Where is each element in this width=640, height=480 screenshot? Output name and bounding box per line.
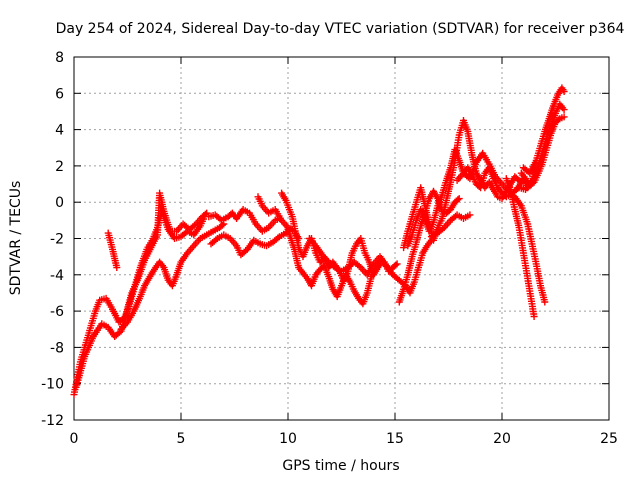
series-sat-track-10 — [305, 235, 435, 297]
y-tick-label: 6 — [55, 86, 64, 102]
plus-markers — [117, 220, 228, 333]
axis-ticks: 0 5 10 15 20 25 -12 -10 -8 -6 -4 -2 0 2 4 6 8 — [41, 50, 618, 447]
y-tick-label: 4 — [55, 123, 64, 139]
x-axis-label: GPS time / hours — [282, 458, 399, 474]
y-tick-label: -12 — [41, 413, 64, 429]
y-tick-label: -2 — [50, 232, 64, 248]
series-sat-track-6 — [207, 225, 294, 259]
y-tick-label: -6 — [50, 304, 64, 320]
plus-markers — [104, 229, 121, 271]
series-sat-track-16 — [502, 175, 538, 320]
x-tick-label: 15 — [386, 431, 404, 447]
y-tick-label: -4 — [50, 268, 64, 284]
y-axis-label: SDTVAR / TECUs — [8, 181, 24, 296]
plus-markers — [305, 235, 435, 297]
plus-markers — [207, 225, 294, 259]
x-tick-label: 20 — [493, 431, 511, 447]
plus-markers — [519, 84, 568, 177]
plus-markers — [427, 211, 474, 241]
series-sat-track-5 — [205, 206, 283, 235]
plus-markers — [205, 206, 283, 235]
y-tick-label: 8 — [55, 50, 64, 66]
x-tick-label: 0 — [70, 431, 79, 447]
chart-title: Day 254 of 2024, Sidereal Day-to-day VTE… — [56, 21, 625, 37]
series-sat-track-3 — [104, 229, 121, 271]
x-tick-label: 25 — [600, 431, 618, 447]
y-tick-label: 0 — [55, 195, 64, 211]
series-sat-track-19 — [519, 84, 568, 177]
y-tick-label: 2 — [55, 159, 64, 175]
series-sat-track-14 — [427, 211, 474, 241]
plus-markers — [502, 175, 538, 320]
data-points — [70, 84, 568, 399]
x-tick-label: 5 — [177, 431, 186, 447]
series-sat-track-4 — [117, 220, 228, 333]
x-tick-label: 10 — [279, 431, 297, 447]
y-tick-label: -8 — [50, 340, 64, 356]
y-tick-label: -10 — [41, 377, 64, 393]
